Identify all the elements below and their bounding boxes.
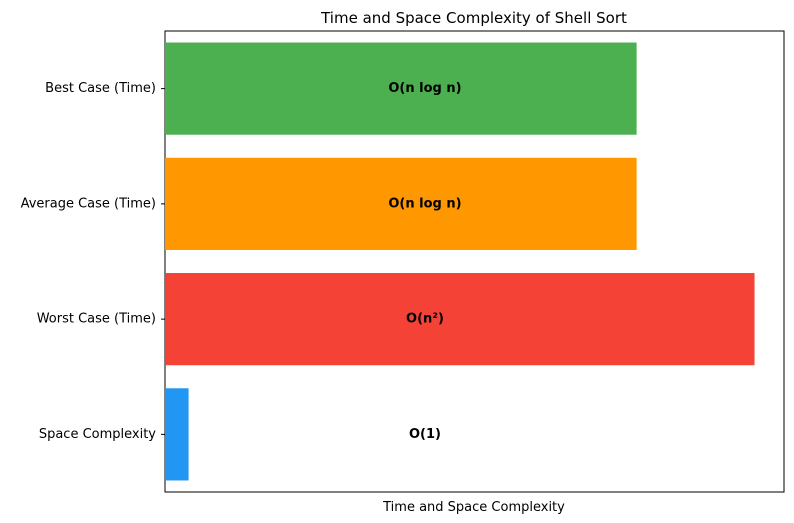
bar-label-0: O(n log n) [388, 81, 461, 96]
bar-0 [165, 42, 637, 135]
chart-title: Time and Space Complexity of Shell Sort [320, 9, 627, 27]
y-tick-label-3: Space Complexity [39, 427, 156, 442]
y-tick-label-2: Worst Case (Time) [37, 312, 156, 327]
bar-3 [165, 388, 189, 481]
plot-area [164, 30, 785, 493]
y-tick-label-0: Best Case (Time) [45, 81, 156, 96]
bar-label-1: O(n log n) [388, 196, 461, 211]
x-axis-label: Time and Space Complexity [382, 500, 565, 515]
bars-group [165, 42, 755, 481]
bar-2 [165, 273, 755, 366]
y-tick-label-1: Average Case (Time) [21, 196, 156, 211]
y-axis-ticks: Best Case (Time) Average Case (Time) Worst… [21, 81, 165, 442]
plot-frame [164, 30, 785, 493]
bar-1 [165, 157, 637, 250]
bar-label-3: O(1) [409, 427, 441, 442]
bar-label-2: O(n²) [406, 312, 444, 327]
data-labels-group: O(n log n) O(n log n) O(n²) O(1) [388, 81, 461, 442]
